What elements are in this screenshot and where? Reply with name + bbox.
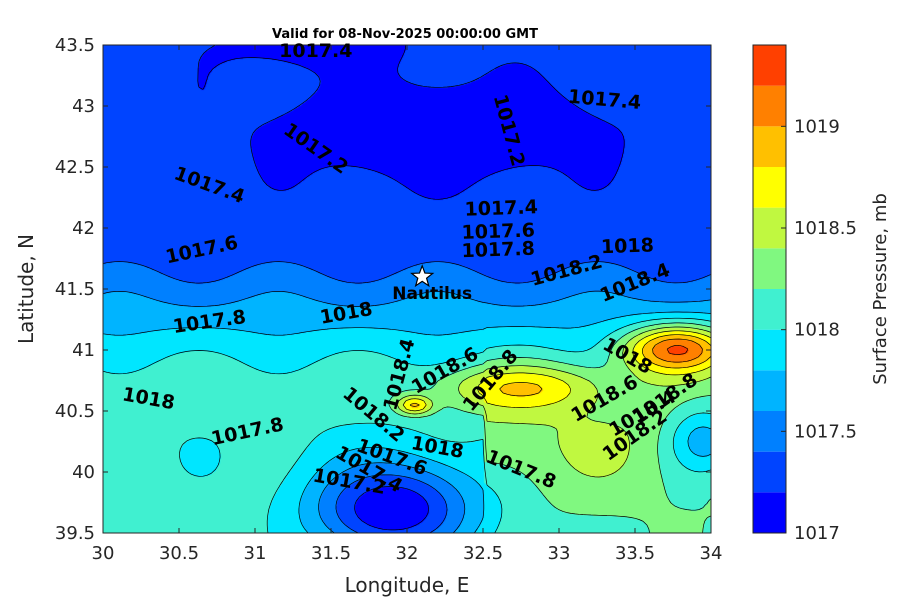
colorbar-band — [753, 45, 786, 86]
contour-lines — [103, 45, 711, 533]
y-tick-label: 41.5 — [55, 279, 95, 300]
contour-line — [197, 45, 625, 531]
y-tick-label: 40 — [72, 462, 95, 483]
x-tick-label: 31 — [244, 543, 267, 564]
y-tick-label: 40.5 — [55, 401, 95, 422]
colorbar-tick-label: 1018.5 — [794, 218, 857, 239]
contour-line — [652, 338, 703, 363]
y-tick-label: 42.5 — [55, 157, 95, 178]
x-tick-label: 32 — [396, 543, 419, 564]
x-tick-label: 31.5 — [311, 543, 351, 564]
colorbar-band — [753, 167, 786, 208]
y-tick-label: 39.5 — [55, 523, 95, 544]
y-tick-label: 42 — [72, 218, 95, 239]
contour-label: 1017.8 — [461, 238, 535, 263]
contour-line — [396, 326, 711, 478]
y-tick-label: 43.5 — [55, 35, 95, 56]
colorbar — [752, 44, 787, 534]
y-tick-label: 43 — [72, 96, 95, 117]
contour-line — [103, 290, 711, 533]
x-tick-label: 33 — [548, 543, 571, 564]
colorbar-band — [753, 329, 786, 371]
star-icon — [410, 264, 435, 288]
colorbar-band — [753, 207, 786, 249]
colorbar-band — [753, 126, 786, 167]
contour-line — [388, 322, 711, 533]
colorbar-band — [753, 289, 786, 330]
plot-area — [103, 45, 711, 533]
contour-label: 1018 — [601, 234, 655, 258]
marker-label: Nautilus — [392, 284, 472, 304]
y-axis-ticks: 39.5 40 40.5 41 41.5 42 42.5 43 43.5 — [55, 35, 711, 544]
colorbar-band — [753, 451, 786, 493]
x-tick-label: 30 — [92, 543, 115, 564]
x-tick-label: 30.5 — [159, 543, 199, 564]
x-tick-label: 34 — [700, 543, 723, 564]
colorbar-tick-label: 1018 — [794, 320, 840, 341]
contour-label: 1017.4 — [464, 196, 538, 221]
x-axis-label: Longitude, E — [345, 573, 470, 597]
y-axis-label: Latitude, N — [14, 234, 38, 344]
y-tick-label: 41 — [72, 340, 95, 361]
contour-line — [666, 344, 689, 355]
chart-title: Valid for 08-Nov-2025 00:00:00 GMT — [272, 27, 538, 42]
colorbar-tick-label: 1017 — [794, 523, 840, 544]
x-tick-label: 33.5 — [615, 543, 655, 564]
colorbar-band — [753, 492, 786, 533]
pressure-field — [103, 45, 711, 533]
contour-line — [103, 317, 711, 533]
colorbar-band — [753, 370, 786, 411]
colorbar-tick-label: 1019 — [794, 116, 840, 137]
contour-line — [103, 261, 711, 533]
nautilus-marker: Nautilus — [392, 264, 472, 304]
colorbar-frame — [752, 44, 787, 534]
colorbar-band — [753, 85, 786, 127]
colorbar-label: Surface Pressure, mb — [870, 193, 891, 385]
contour-label: 1017.6 — [461, 219, 535, 244]
colorbar-tick-label: 1017.5 — [794, 421, 857, 442]
contour-line — [103, 311, 711, 533]
contour-line — [402, 330, 711, 412]
colorbar-band — [753, 411, 786, 452]
x-axis-ticks: 30 30.5 31 31.5 32 32.5 33 33.5 34 — [92, 45, 723, 564]
colorbar-ticks: 1017 1017.5 1018 1018.5 1019 — [781, 116, 857, 544]
x-tick-label: 32.5 — [463, 543, 503, 564]
contour-label: 1017.4 — [279, 40, 352, 62]
colorbar-band — [753, 248, 786, 289]
